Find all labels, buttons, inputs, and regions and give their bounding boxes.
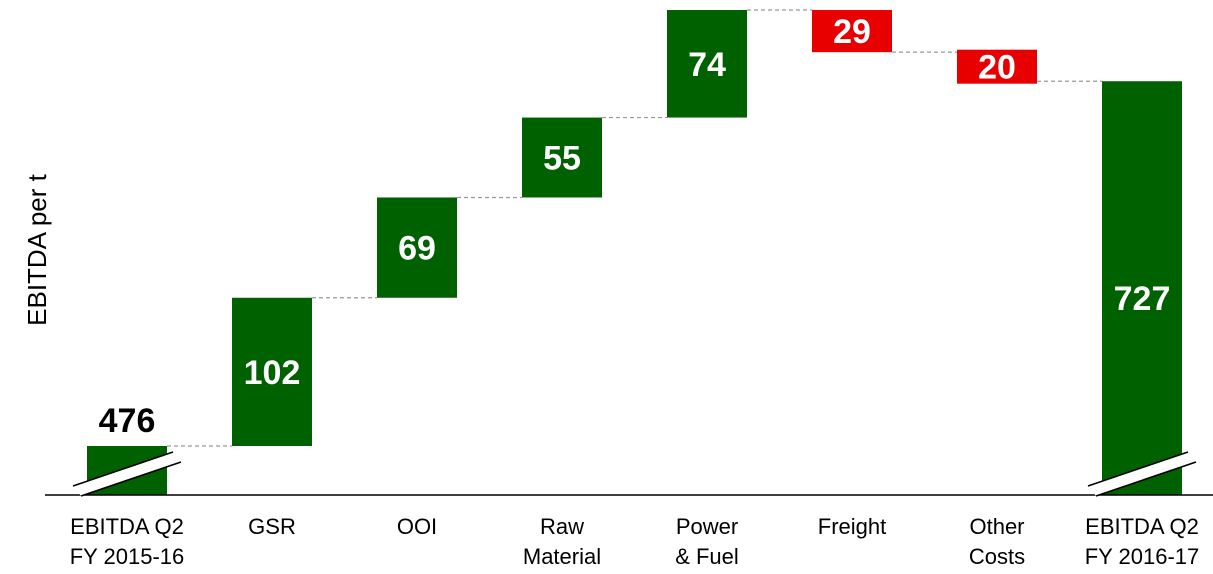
x-tick-label: Power & Fuel [675, 514, 739, 569]
increase-bar [522, 117, 602, 198]
value-labels: 476 102 69 55 74 29 20 727 [99, 13, 1171, 440]
x-tick-labels: EBITDA Q2 FY 2015-16 GSR OOI Raw Material Powe… [70, 514, 1200, 569]
value-label: 29 [833, 13, 871, 51]
x-tick-label: Raw Material [523, 514, 601, 569]
axis-breaks [72, 451, 1197, 497]
connector-lines [167, 9, 1102, 447]
x-tick-label: Other Costs [969, 514, 1025, 569]
x-tick-label: OOI [397, 514, 437, 539]
x-tick-label: EBITDA Q2 FY 2015-16 [70, 514, 185, 569]
x-tick-label: Freight [818, 514, 886, 539]
axis-break-mark [1087, 451, 1197, 497]
increase-bar [232, 297, 312, 446]
y-axis-label: EBITDA per t [22, 173, 52, 325]
x-tick-label: EBITDA Q2 FY 2016-17 [1085, 514, 1200, 569]
value-label: 74 [688, 46, 726, 84]
value-label: 727 [1114, 280, 1171, 318]
x-tick-label: GSR [248, 514, 296, 539]
value-label: 476 [99, 402, 156, 440]
value-label: 69 [398, 230, 436, 268]
axis-break-mark [72, 451, 182, 497]
value-label-background [957, 49, 1037, 84]
value-label: 55 [543, 140, 581, 178]
increase-bar [377, 197, 457, 298]
value-label: 102 [244, 354, 301, 392]
increase-bar [667, 10, 747, 118]
total-bar [1102, 81, 1182, 495]
decrease-bar [812, 10, 892, 53]
value-label: 20 [978, 49, 1016, 87]
